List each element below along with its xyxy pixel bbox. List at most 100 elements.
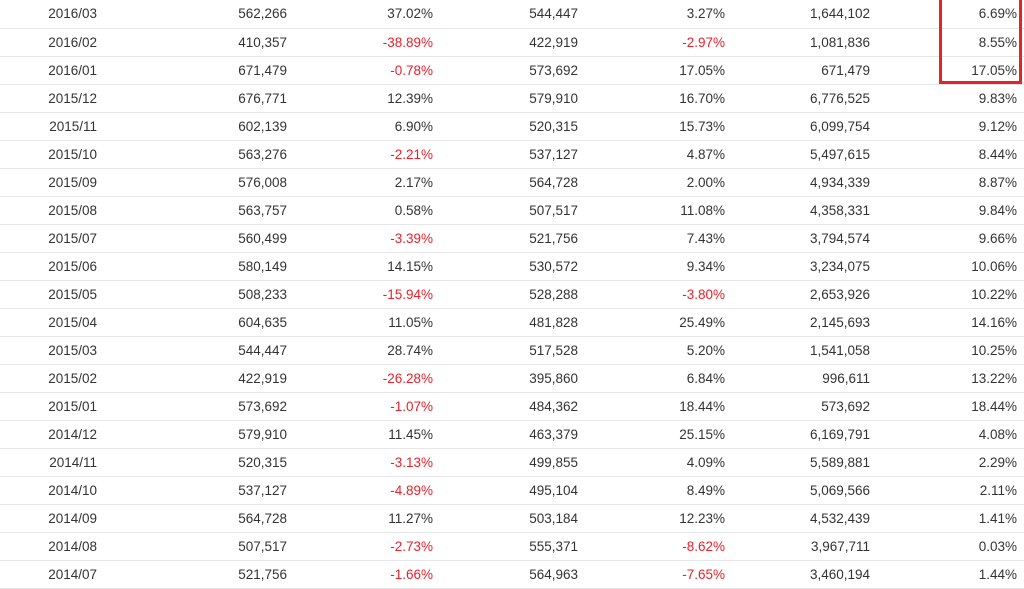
change-b-cell: 18.44% — [679, 399, 725, 414]
cumulative-cell: 3,460,194 — [809, 567, 870, 582]
cumulative-cell: 4,934,339 — [809, 175, 870, 190]
ratio-cell: 10.06% — [971, 259, 1017, 274]
change-b-cell: 9.34% — [686, 259, 725, 274]
value-b-cell: 395,860 — [529, 371, 578, 386]
value-a-cell: 602,139 — [238, 119, 287, 134]
month-cell: 2016/02 — [48, 35, 97, 50]
table-row: 2016/03 562,266 37.02% 544,447 3.27% 1,644,10… — [0, 0, 1024, 29]
change-a-cell: -0.78% — [390, 63, 433, 78]
month-cell: 2015/04 — [48, 315, 97, 330]
value-a-cell: 544,447 — [238, 343, 287, 358]
value-a-cell: 563,757 — [238, 203, 287, 218]
change-b-cell: 25.49% — [679, 315, 725, 330]
change-b-cell: 7.43% — [686, 231, 725, 246]
value-a-cell: 576,008 — [238, 175, 287, 190]
month-cell: 2014/10 — [48, 483, 97, 498]
change-a-cell: -3.13% — [390, 455, 433, 470]
month-cell: 2014/11 — [49, 455, 97, 470]
ratio-cell: 9.12% — [978, 119, 1017, 134]
cumulative-cell: 1,644,102 — [809, 6, 870, 21]
change-b-cell: 6.84% — [686, 371, 725, 386]
month-cell: 2015/02 — [48, 371, 97, 386]
month-cell: 2016/01 — [48, 63, 97, 78]
cumulative-cell: 1,081,836 — [809, 35, 870, 50]
value-b-cell: 537,127 — [529, 147, 578, 162]
value-a-cell: 563,276 — [238, 147, 287, 162]
table-row: 2015/02 422,919 -26.28% 395,860 6.84% 996,611… — [0, 365, 1024, 393]
value-b-cell: 495,104 — [529, 483, 578, 498]
change-a-cell: -26.28% — [382, 371, 433, 386]
cumulative-cell: 3,794,574 — [809, 231, 870, 246]
month-cell: 2015/11 — [49, 119, 97, 134]
ratio-cell: 9.66% — [978, 231, 1017, 246]
ratio-cell: 13.22% — [971, 371, 1017, 386]
change-b-cell: 12.23% — [679, 511, 725, 526]
cumulative-cell: 2,653,926 — [809, 287, 870, 302]
value-a-cell: 521,756 — [238, 567, 287, 582]
table-row: 2015/11 602,139 6.90% 520,315 15.73% 6,099,75… — [0, 113, 1024, 141]
value-a-cell: 508,233 — [238, 287, 287, 302]
value-a-cell: 573,692 — [238, 399, 287, 414]
value-a-cell: 564,728 — [238, 511, 287, 526]
month-cell: 2014/08 — [48, 539, 97, 554]
ratio-cell: 1.41% — [978, 511, 1017, 526]
ratio-cell: 18.44% — [971, 399, 1017, 414]
value-a-cell: 579,910 — [238, 427, 287, 442]
change-b-cell: 17.05% — [679, 63, 725, 78]
ratio-cell: 1.44% — [978, 567, 1017, 582]
cumulative-cell: 3,967,711 — [810, 539, 870, 554]
cumulative-cell: 4,532,439 — [809, 511, 870, 526]
ratio-cell: 8.87% — [978, 175, 1017, 190]
month-cell: 2015/12 — [48, 91, 97, 106]
month-cell: 2014/09 — [48, 511, 97, 526]
cumulative-cell: 6,169,791 — [809, 427, 870, 442]
table-row: 2014/07 521,756 -1.66% 564,963 -7.65% 3,460,1… — [0, 561, 1024, 589]
change-a-cell: -4.89% — [390, 483, 433, 498]
value-b-cell: 484,362 — [529, 399, 578, 414]
ratio-cell: 10.25% — [971, 343, 1017, 358]
month-cell: 2015/03 — [48, 343, 97, 358]
value-b-cell: 555,371 — [529, 539, 578, 554]
change-b-cell: 25.15% — [679, 427, 725, 442]
change-a-cell: 6.90% — [394, 119, 433, 134]
change-a-cell: 11.27% — [388, 511, 433, 526]
cumulative-cell: 6,099,754 — [809, 119, 870, 134]
change-b-cell: -2.97% — [682, 35, 725, 50]
ratio-cell: 8.44% — [978, 147, 1017, 162]
change-b-cell: 8.49% — [686, 483, 725, 498]
cumulative-cell: 5,589,881 — [809, 455, 870, 470]
month-cell: 2015/05 — [48, 287, 97, 302]
cumulative-cell: 2,145,693 — [809, 315, 870, 330]
change-a-cell: 2.17% — [394, 175, 433, 190]
change-a-cell: -2.21% — [390, 147, 433, 162]
table-row: 2014/08 507,517 -2.73% 555,371 -8.62% 3,967,7… — [0, 533, 1024, 561]
value-a-cell: 410,357 — [238, 35, 287, 50]
value-b-cell: 517,528 — [529, 343, 578, 358]
value-b-cell: 530,572 — [529, 259, 578, 274]
value-a-cell: 422,919 — [238, 371, 287, 386]
table-row: 2016/01 671,479 -0.78% 573,692 17.05% 671,479… — [0, 57, 1024, 85]
table-row: 2015/07 560,499 -3.39% 521,756 7.43% 3,794,57… — [0, 225, 1024, 253]
value-a-cell: 580,149 — [238, 259, 287, 274]
table-row: 2015/08 563,757 0.58% 507,517 11.08% 4,358,33… — [0, 197, 1024, 225]
value-a-cell: 507,517 — [238, 539, 287, 554]
value-a-cell: 560,499 — [238, 231, 287, 246]
value-b-cell: 564,728 — [529, 175, 578, 190]
change-a-cell: 11.05% — [388, 315, 433, 330]
table-row: 2014/09 564,728 11.27% 503,184 12.23% 4,532,4… — [0, 505, 1024, 533]
change-a-cell: -38.89% — [382, 35, 433, 50]
value-b-cell: 499,855 — [529, 455, 578, 470]
cumulative-cell: 4,358,331 — [809, 203, 870, 218]
value-a-cell: 562,266 — [238, 6, 287, 21]
ratio-cell: 17.05% — [971, 63, 1017, 78]
change-a-cell: 37.02% — [387, 6, 433, 21]
table-row: 2015/10 563,276 -2.21% 537,127 4.87% 5,497,61… — [0, 141, 1024, 169]
cumulative-cell: 3,234,075 — [809, 259, 870, 274]
cumulative-cell: 5,497,615 — [809, 147, 870, 162]
change-a-cell: -1.66% — [390, 567, 433, 582]
table-row: 2015/06 580,149 14.15% 530,572 9.34% 3,234,07… — [0, 253, 1024, 281]
value-a-cell: 604,635 — [238, 315, 287, 330]
table-row: 2014/12 579,910 11.45% 463,379 25.15% 6,169,7… — [0, 421, 1024, 449]
change-a-cell: -3.39% — [390, 231, 433, 246]
